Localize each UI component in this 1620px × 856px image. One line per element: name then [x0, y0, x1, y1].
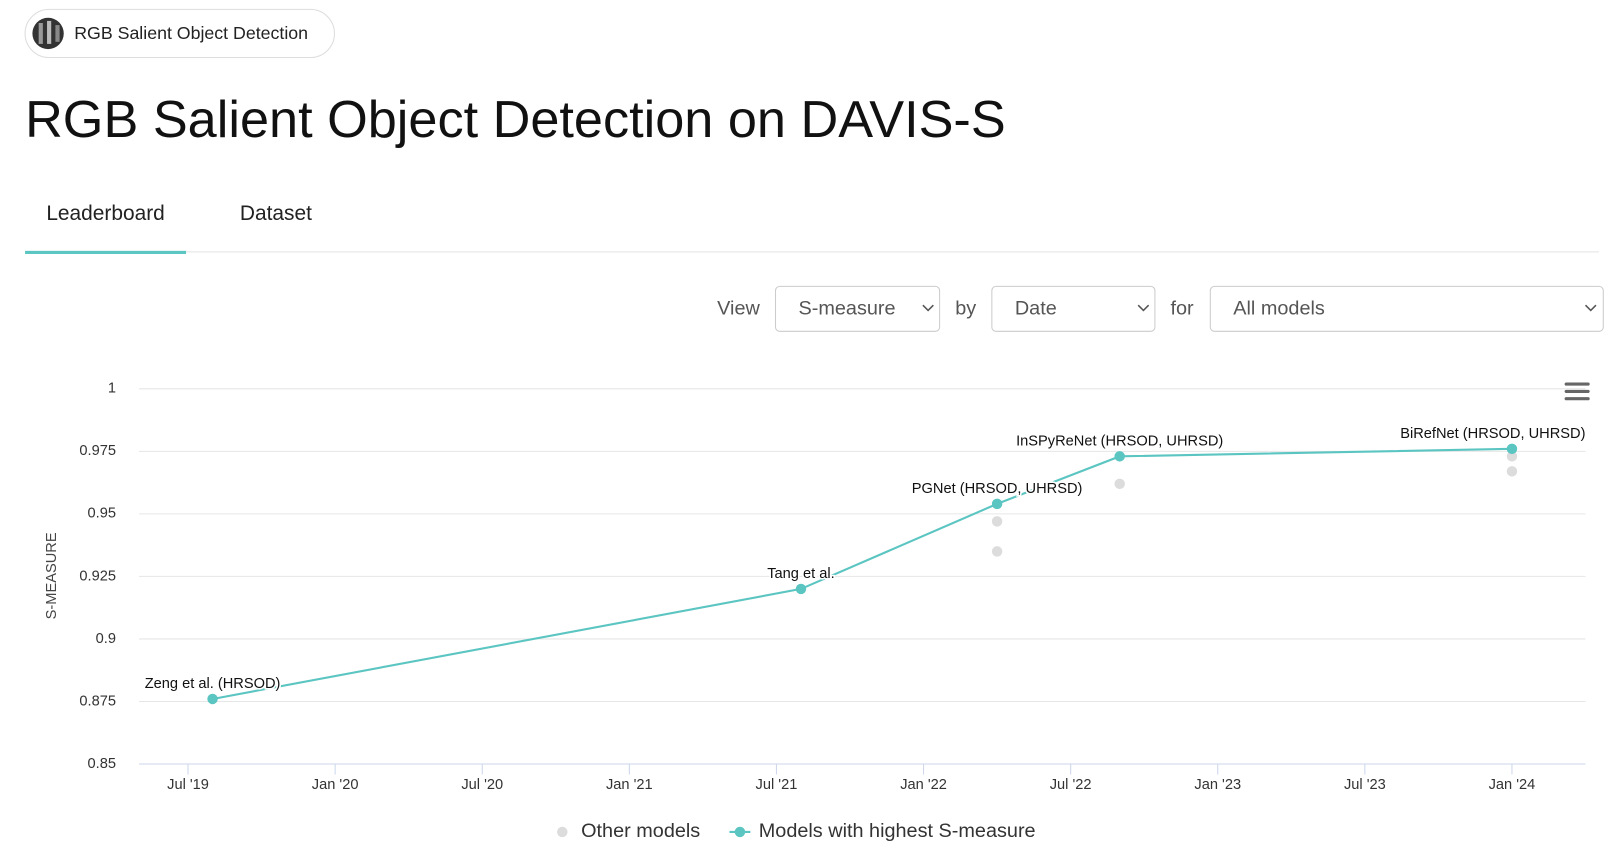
breadcrumb-pill[interactable] [24, 8, 335, 59]
dropdown-value[interactable]: S-measure [799, 298, 896, 320]
legend-label[interactable]: Other models [581, 820, 700, 842]
sota-point [795, 583, 807, 595]
point-label: Zeng et al. (HRSOD) [145, 676, 281, 692]
sota-line [212, 447, 1512, 701]
other-model-point [1506, 451, 1518, 462]
dropdown-value[interactable]: Date [1015, 298, 1057, 320]
y-tick-label: 0.95 [88, 506, 116, 522]
y-axis-title: S-MEASURE [44, 532, 60, 619]
icon-detail [47, 20, 52, 44]
sota-point [991, 498, 1003, 510]
other-model-point [1114, 478, 1125, 490]
legend-symbol [557, 826, 568, 838]
control-label: View [717, 298, 760, 320]
dropdown-caret [1137, 304, 1150, 312]
icon-detail [38, 23, 43, 44]
control-label: by [955, 298, 976, 320]
dropdown-value[interactable]: All models [1233, 298, 1325, 320]
dropdown[interactable] [774, 285, 941, 332]
menu-bar [1564, 397, 1590, 401]
y-tick-label: 0.875 [79, 693, 116, 709]
point-label: InSPyReNet (HRSOD, UHRSD) [1016, 434, 1223, 450]
breadcrumb-text[interactable]: RGB Salient Object Detection [74, 23, 308, 43]
x-tick-label: Jul '22 [1050, 777, 1092, 793]
y-tick-label: 0.9 [96, 631, 116, 647]
chart-menu[interactable] [1564, 382, 1590, 401]
other-model-point [991, 516, 1003, 527]
point-label: Tang et al. [767, 566, 834, 582]
dropdown[interactable] [991, 285, 1156, 332]
menu-bar [1564, 389, 1590, 393]
x-tick-label: Jan '22 [900, 777, 947, 793]
icon-detail [55, 25, 60, 42]
x-tick-label: Jan '20 [312, 777, 359, 793]
point-label: PGNet (HRSOD, UHRSD) [912, 481, 1083, 497]
sota-point [207, 693, 218, 705]
x-tick-label: Jan '23 [1194, 777, 1241, 793]
legend-label[interactable]: Models with highest S-measure [759, 820, 1036, 842]
legend-symbol [734, 826, 746, 838]
menu-bar [1564, 382, 1590, 386]
point-label: BiRefNet (HRSOD, UHRSD) [1400, 426, 1585, 442]
control-label: for [1170, 298, 1194, 320]
x-tick-label: Jul '23 [1344, 777, 1386, 793]
tab[interactable]: Leaderboard [46, 202, 164, 225]
page-title: RGB Salient Object Detection on DAVIS-S [25, 91, 1006, 149]
y-tick-label: 0.925 [79, 568, 116, 584]
dropdown[interactable] [1209, 285, 1604, 332]
dropdown-caret [922, 304, 934, 312]
x-tick-label: Jan '21 [606, 777, 653, 793]
y-tick-label: 0.975 [79, 443, 116, 459]
active-tab-underline [25, 250, 187, 254]
tab[interactable]: Dataset [240, 202, 312, 225]
x-tick-label: Jul '21 [756, 777, 798, 793]
sota-point [1506, 443, 1518, 455]
y-tick-label: 0.85 [88, 756, 116, 772]
dropdown-caret [1584, 304, 1597, 312]
other-model-point [1506, 466, 1518, 477]
x-tick-label: Jan '24 [1489, 777, 1536, 793]
x-tick-label: Jul '19 [167, 777, 209, 793]
y-tick-label: 1 [108, 381, 116, 397]
sota-point [1114, 451, 1125, 462]
other-model-point [991, 546, 1003, 557]
x-tick-label: Jul '20 [461, 777, 503, 793]
